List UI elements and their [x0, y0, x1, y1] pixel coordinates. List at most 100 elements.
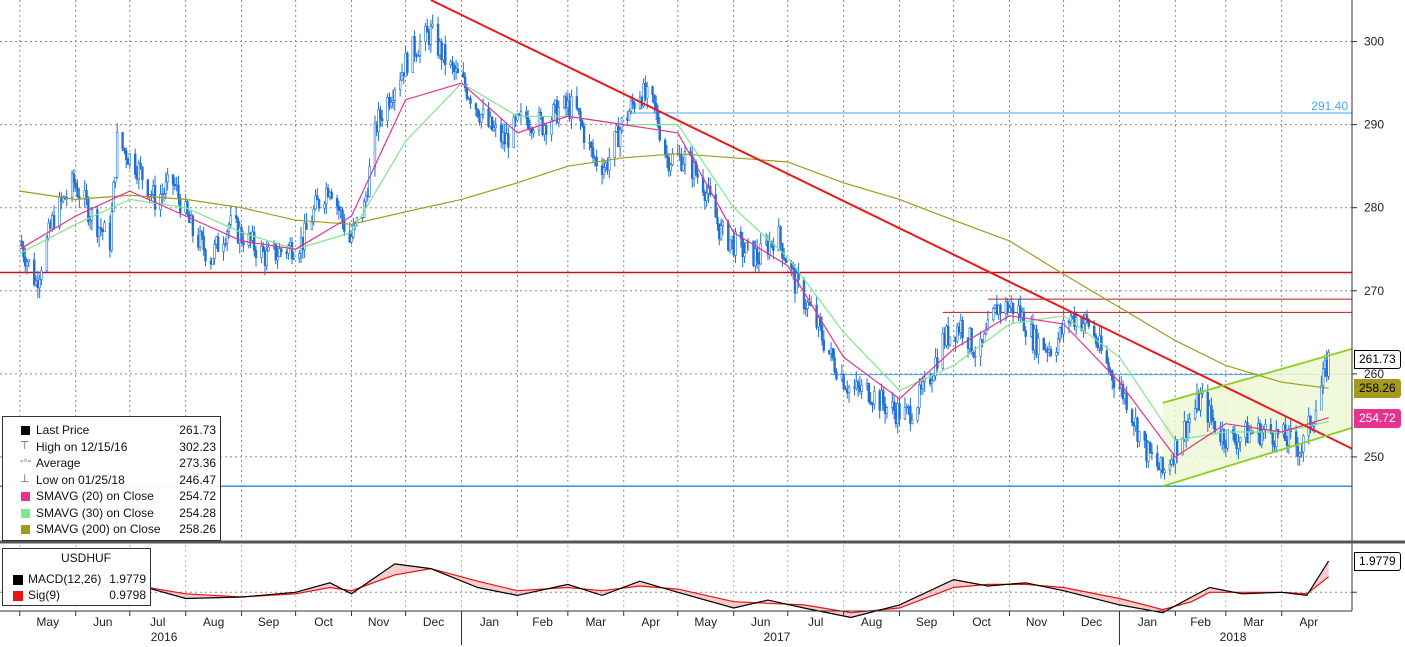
- candle-body-3: [25, 261, 29, 267]
- price-tag-0: 261.73: [1354, 350, 1401, 370]
- candle-body-118: [316, 195, 319, 201]
- month-label-jun-2016: Jun: [93, 615, 112, 629]
- candle-body-450: [1156, 453, 1159, 467]
- month-label-apr-2017: Apr: [641, 615, 660, 629]
- month-label-feb-2018: Feb: [1190, 615, 1211, 629]
- candle-body-481: [1233, 433, 1237, 443]
- candle-body-41: [123, 147, 126, 151]
- month-label-aug-2017: Aug: [861, 615, 882, 629]
- legend-low-label: Low on 01/25/18: [36, 472, 125, 487]
- candle-body-494: [1264, 424, 1267, 430]
- candle-body-508: [1300, 451, 1303, 454]
- month-label-jul-2016: Jul: [150, 615, 165, 629]
- candle-body-58: [164, 181, 168, 194]
- candle-body-150: [398, 79, 402, 91]
- legend-sma200-value: 258.26: [179, 522, 216, 536]
- level-label-0: 291.40: [1311, 99, 1348, 113]
- candle-body-434: [1112, 380, 1116, 389]
- candle-body-425: [1093, 325, 1096, 337]
- candle-body-83: [227, 224, 231, 233]
- candle-body-292: [755, 248, 759, 261]
- candle-body-255: [663, 139, 667, 156]
- legend-average-marker: -◦-: [20, 455, 32, 467]
- candle-body-507: [1298, 452, 1301, 457]
- candle-body-72: [200, 231, 204, 237]
- sma200-line: [19, 153, 1329, 389]
- candle-body-204: [532, 130, 535, 134]
- candle-body-329: [847, 386, 851, 394]
- candle-body-378: [972, 352, 975, 357]
- candle-body-131: [350, 236, 353, 243]
- candle-body-95: [260, 245, 263, 258]
- candle-body-263: [682, 163, 685, 171]
- candle-body-197: [516, 113, 519, 121]
- candle-body-200: [525, 111, 528, 119]
- legend-sma30-value: 254.28: [179, 505, 216, 520]
- candle-body-154: [406, 53, 409, 73]
- candle-body-129: [343, 220, 346, 232]
- candle-body-73: [202, 235, 205, 251]
- candle-body-31: [97, 227, 101, 237]
- candle-body-385: [992, 308, 995, 321]
- candle-body-175: [462, 72, 465, 78]
- candle-body-362: [932, 375, 935, 382]
- macd-legend: USDHUF MACD(12,26) 1.9779 Sig(9) 0.9798: [2, 548, 151, 606]
- candle-body-302: [781, 243, 784, 259]
- trend-channel: [1162, 348, 1352, 487]
- legend-sma20-value: 254.72: [179, 489, 216, 503]
- legend-sma200-swatch: [21, 525, 30, 534]
- trendline-channel-lower: [1162, 426, 1353, 488]
- candle-body-379: [974, 356, 977, 358]
- candle-body-464: [1188, 418, 1191, 423]
- candle-body-503: [1287, 428, 1291, 446]
- candle-body-160: [424, 25, 427, 42]
- candle-body-63: [177, 184, 180, 199]
- candle-body-394: [1011, 302, 1015, 315]
- candle-body-0: [20, 240, 23, 247]
- candle-body-209: [545, 125, 548, 135]
- candle-body-484: [1239, 437, 1242, 443]
- candle-body-454: [1163, 469, 1166, 473]
- candle-body-211: [552, 104, 555, 121]
- candle-body-419: [1074, 317, 1078, 327]
- candle-body-492: [1260, 432, 1264, 445]
- candle-body-93: [252, 231, 256, 251]
- legend-high-value: 302.23: [179, 439, 216, 454]
- candle-body-148: [391, 100, 395, 103]
- signal-label: Sig(9): [28, 588, 61, 602]
- candle-body-312: [806, 301, 809, 310]
- price-tick-label-250: 250: [1364, 450, 1384, 464]
- candle-body-52: [150, 194, 153, 196]
- candle-body-380: [979, 338, 982, 357]
- candle-body-176: [463, 76, 467, 88]
- legend-sma30-label: SMAVG (30) on Close: [36, 505, 154, 520]
- candle-body-85: [234, 215, 238, 219]
- candle-body-389: [999, 304, 1002, 314]
- candle-body-44: [128, 153, 131, 165]
- macd-line: [19, 560, 1330, 619]
- candle-body-103: [278, 248, 281, 257]
- candle-body-28: [88, 219, 92, 223]
- candle-body-222: [579, 110, 582, 122]
- candle-body-382: [983, 333, 986, 343]
- month-label-apr-2018: Apr: [1299, 615, 1318, 629]
- candle-body-221: [577, 107, 580, 112]
- candle-body-254: [658, 125, 661, 141]
- legend-low-value: 246.47: [179, 472, 216, 487]
- candle-body-391: [1006, 301, 1009, 313]
- candle-body-139: [368, 166, 371, 198]
- candle-body-249: [645, 86, 649, 99]
- candle-body-142: [377, 109, 380, 133]
- candle-body-285: [739, 231, 743, 239]
- candle-body-94: [254, 249, 258, 258]
- macd-panel: [0, 560, 1352, 619]
- candle-body-55: [159, 194, 162, 210]
- legend-sma20-label: SMAVG (20) on Close: [36, 489, 154, 503]
- month-label-aug-2016: Aug: [203, 615, 224, 629]
- candle-body-169: [444, 44, 447, 66]
- year-label-2016: 2016: [151, 630, 178, 644]
- candle-body-235: [613, 131, 616, 159]
- month-label-may-2017: May: [694, 615, 717, 629]
- candle-body-8: [38, 278, 41, 289]
